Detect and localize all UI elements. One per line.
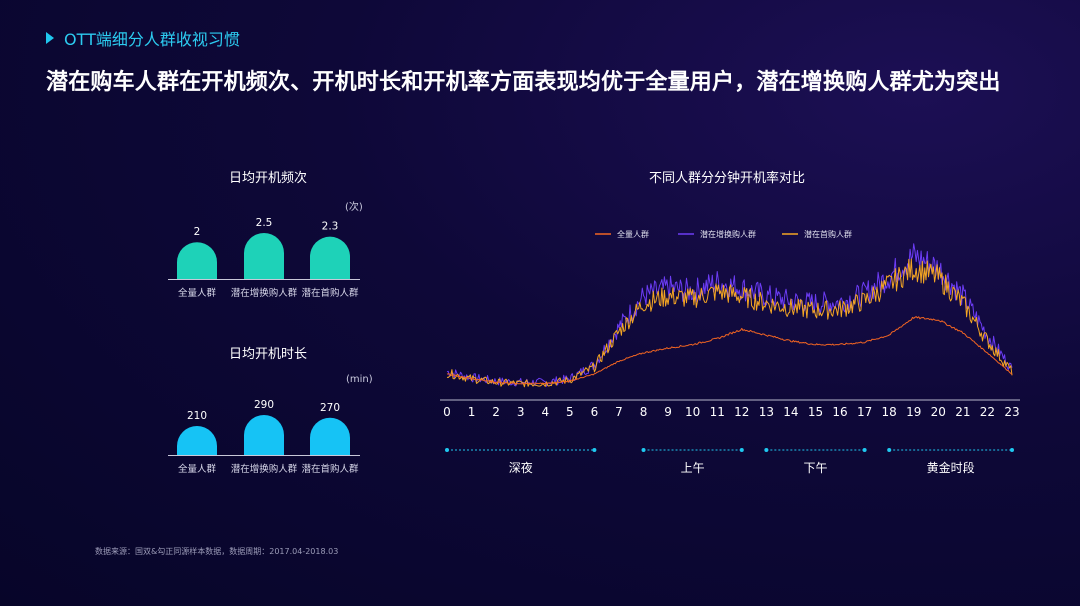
frequency-bar <box>310 236 350 279</box>
x-tick-label: 18 <box>882 405 897 419</box>
source-note: 数据来源：国双&勾正同源样本数据，数据周期：2017.04-2018.03 <box>95 547 339 556</box>
frequency-value-label: 2.3 <box>322 221 339 233</box>
x-tick-label: 0 <box>443 405 451 419</box>
period-end-dot <box>739 448 744 452</box>
play-triangle-icon <box>46 32 54 44</box>
period-end-dot <box>862 448 867 452</box>
page-headline: 潜在购车人群在开机频次、开机时长和开机率方面表现均优于全量用户，潜在增换购人群尤… <box>46 70 1001 95</box>
period-start-dot <box>887 448 892 452</box>
period-start-dot <box>641 448 646 452</box>
duration-unit: (min) <box>346 374 373 385</box>
x-tick-label: 17 <box>857 405 872 419</box>
x-tick-label: 11 <box>710 405 725 419</box>
frequency-category-label: 潜在增换购人群 <box>231 287 298 299</box>
period-label: 深夜 <box>509 460 533 475</box>
x-tick-label: 20 <box>931 405 946 419</box>
frequency-bar-chart: 2 全量人群 2.5 潜在增换购人群 2.3 潜在首购人群 <box>168 217 360 299</box>
duration-value-label: 270 <box>320 402 340 414</box>
frequency-category-label: 全量人群 <box>178 287 217 299</box>
frequency-unit: (次) <box>345 202 363 213</box>
frequency-category-label: 潜在首购人群 <box>301 287 359 299</box>
x-tick-label: 2 <box>492 405 500 419</box>
duration-chart-title: 日均开机时长 <box>229 347 308 362</box>
x-tick-label: 14 <box>783 405 798 419</box>
x-tick-label: 1 <box>468 405 476 419</box>
x-tick-label: 13 <box>759 405 774 419</box>
x-tick-label: 23 <box>1004 405 1019 419</box>
duration-category-label: 潜在首购人群 <box>301 463 359 475</box>
section-header: OTT端细分人群收视习惯 <box>46 28 240 49</box>
series-line <box>446 316 1013 385</box>
duration-bar-chart: 210 全量人群 290 潜在增换购人群 270 潜在首购人群 <box>168 399 360 475</box>
period-start-dot <box>445 448 449 452</box>
frequency-chart-title: 日均开机频次 <box>229 171 308 186</box>
legend-label: 全量人群 <box>617 229 649 239</box>
line-chart-title: 不同人群分分钟开机率对比 <box>649 171 806 186</box>
legend-label: 潜在首购人群 <box>804 229 852 239</box>
period-label: 上午 <box>681 461 705 475</box>
x-tick-label: 22 <box>980 405 995 419</box>
section-label: OTT端细分人群收视习惯 <box>64 30 240 49</box>
duration-bar <box>310 417 350 455</box>
period-end-dot <box>592 448 597 452</box>
period-end-dot <box>1010 448 1014 452</box>
frequency-bar <box>177 242 217 279</box>
x-tick-label: 21 <box>955 405 970 419</box>
period-label: 黄金时段 <box>927 460 975 475</box>
x-tick-label: 9 <box>664 405 672 419</box>
duration-value-label: 210 <box>187 410 207 422</box>
duration-category-label: 全量人群 <box>178 463 217 475</box>
x-tick-label: 7 <box>615 405 623 419</box>
frequency-value-label: 2 <box>194 226 201 238</box>
x-tick-label: 3 <box>517 405 525 419</box>
duration-bar <box>177 426 217 455</box>
duration-bar <box>244 415 284 455</box>
x-tick-label: 16 <box>832 405 847 419</box>
frequency-value-label: 2.5 <box>256 217 273 229</box>
period-label: 下午 <box>803 461 827 475</box>
x-tick-label: 19 <box>906 405 921 419</box>
x-tick-label: 12 <box>734 405 749 419</box>
x-tick-label: 4 <box>541 405 549 419</box>
series-line <box>446 258 1013 388</box>
x-tick-label: 15 <box>808 405 823 419</box>
series-line <box>446 243 1013 387</box>
duration-value-label: 290 <box>254 399 274 411</box>
legend-label: 潜在增换购人群 <box>700 229 756 239</box>
x-tick-label: 5 <box>566 405 574 419</box>
period-start-dot <box>764 448 769 452</box>
x-tick-label: 6 <box>591 405 599 419</box>
frequency-bar <box>244 233 284 279</box>
x-tick-label: 8 <box>640 405 648 419</box>
x-tick-label: 10 <box>685 405 700 419</box>
duration-category-label: 潜在增换购人群 <box>231 463 298 475</box>
